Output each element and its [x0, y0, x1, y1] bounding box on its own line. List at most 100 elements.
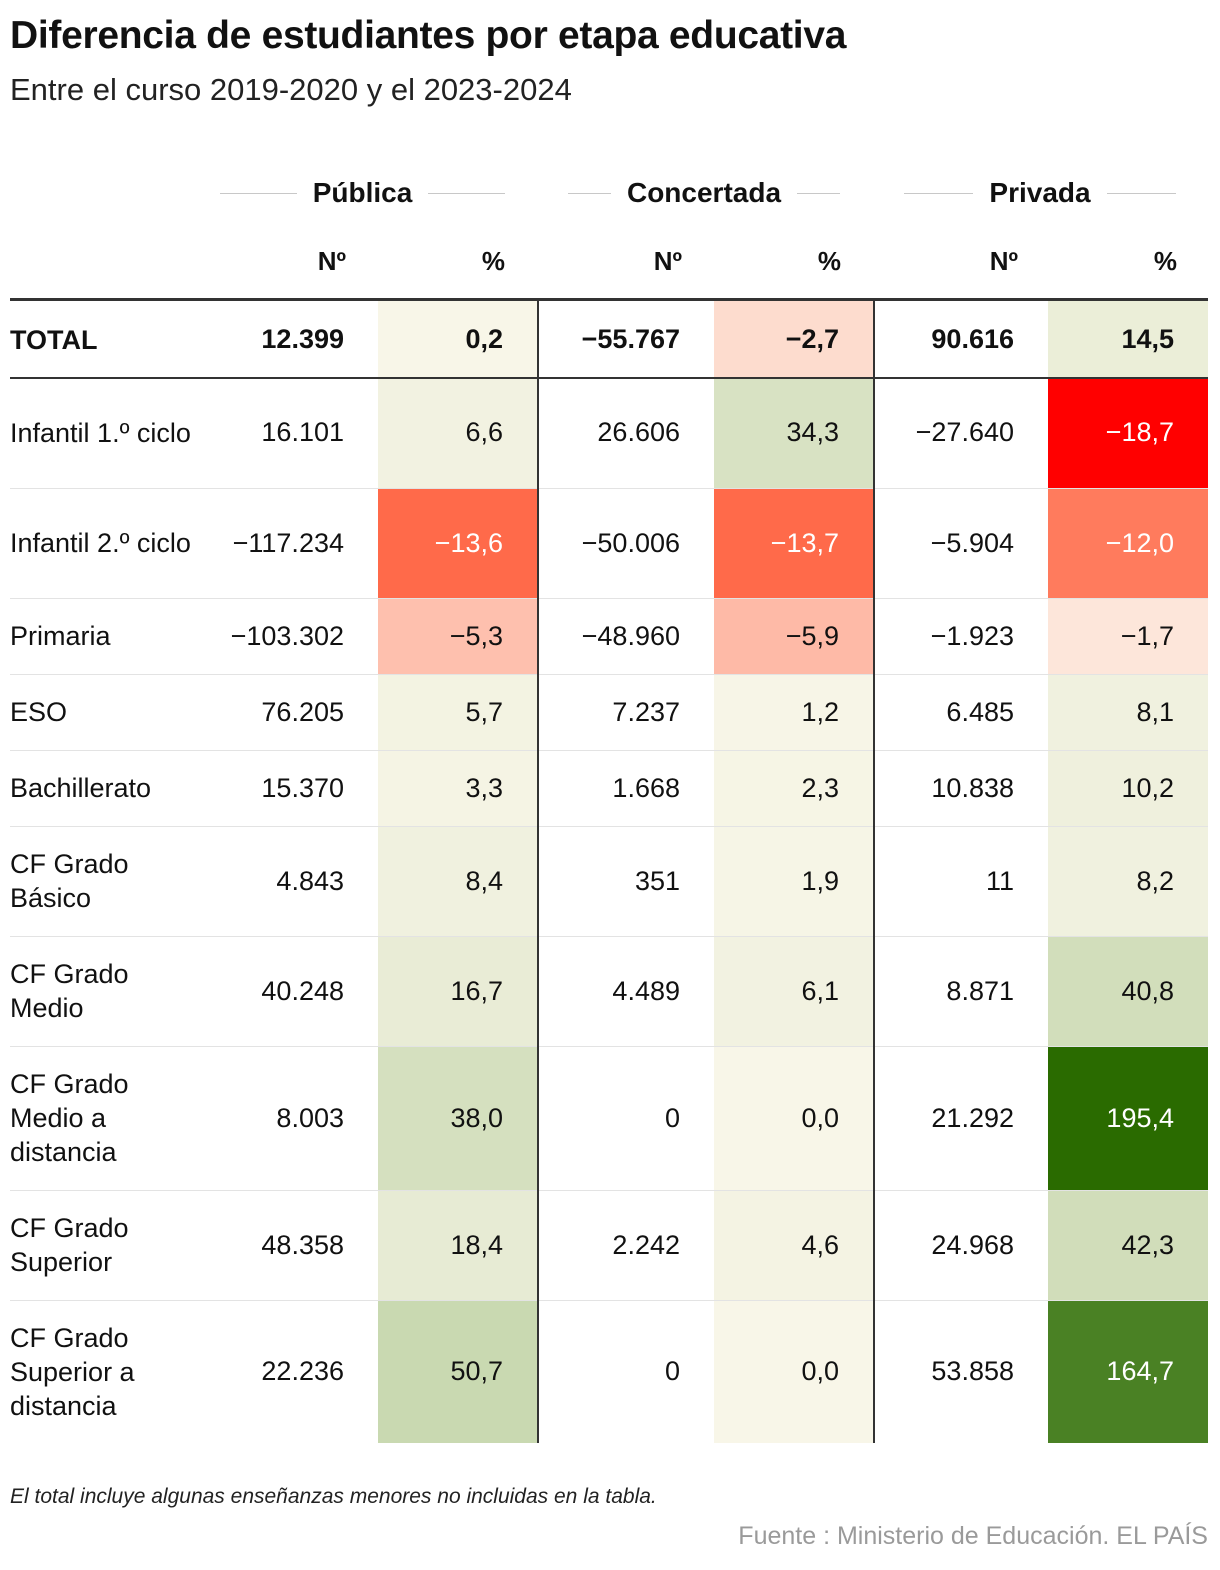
- cell-concertada-n: −55.767: [581, 324, 680, 354]
- col-header-concertada-pct: %: [817, 246, 841, 276]
- table-row-cf-grado-medio-a-distancia: CF Grado Medio a distancia 8.003 38,0 0 0,0 2…: [10, 1046, 1208, 1191]
- cell-publica-n: 8.003: [200, 1046, 378, 1191]
- cell-concertada-n: 1.668: [538, 750, 714, 827]
- cell-concertada-pct: 34,3: [714, 378, 875, 489]
- cell-privada-n: −27.640: [874, 378, 1048, 489]
- cell-concertada-n: −50.006: [538, 488, 714, 599]
- cell-privada-n: 24.968: [874, 1190, 1048, 1301]
- cell-publica-pct: 0,2: [378, 301, 539, 378]
- cell-publica-pct: 50,7: [378, 1300, 539, 1443]
- header-rule: [10, 298, 1208, 301]
- cell-concertada-pct: 1,2: [714, 674, 875, 751]
- cell-concertada-n: 7.237: [538, 674, 714, 751]
- source-credit: Fuente : Ministerio de Educación. EL PAÍ…: [738, 1522, 1208, 1550]
- col-header-privada-n: Nº: [989, 246, 1018, 276]
- cell-publica-n: 15.370: [200, 750, 378, 827]
- cell-publica-n: 12.399: [261, 324, 344, 354]
- cell-publica-pct: −13,6: [378, 488, 539, 599]
- cell-concertada-n: 351: [538, 826, 714, 937]
- table-row-cf-grado-medio: CF Grado Medio 40.248 16,7 4.489 6,1 8.871 40,…: [10, 936, 1208, 1047]
- cell-concertada-pct: 2,3: [714, 750, 875, 827]
- cell-concertada-n: 2.242: [538, 1190, 714, 1301]
- group-rule-right: [797, 192, 841, 194]
- cell-publica-n: 40.248: [200, 936, 378, 1047]
- group-header-concertada: Concertada: [568, 172, 841, 214]
- cell-privada-n: 8.871: [874, 936, 1048, 1047]
- table-row-bachillerato: Bachillerato 15.370 3,3 1.668 2,3 10.838 10,2: [10, 750, 1208, 827]
- cell-concertada-n: −48.960: [538, 598, 714, 675]
- cell-publica-pct: 38,0: [378, 1046, 539, 1191]
- cell-publica-n: 16.101: [200, 378, 378, 489]
- cell-privada-pct: 195,4: [1048, 1046, 1208, 1191]
- cell-publica-n: 48.358: [200, 1190, 378, 1301]
- col-header-privada-pct: %: [1153, 246, 1177, 276]
- row-label: CF Grado Básico: [10, 826, 200, 937]
- group-label-concertada: Concertada: [626, 177, 782, 208]
- group-label-publica: Pública: [312, 177, 413, 208]
- cell-concertada-pct: −2,7: [714, 301, 875, 378]
- cell-publica-pct: 8,4: [378, 826, 539, 937]
- cell-privada-n: 6.485: [874, 674, 1048, 751]
- footnote: El total incluye algunas enseñanzas meno…: [10, 1485, 657, 1508]
- cell-publica-pct: 6,6: [378, 378, 539, 489]
- cell-privada-n: −5.904: [874, 488, 1048, 599]
- cell-privada-pct: −18,7: [1048, 378, 1208, 489]
- cell-publica-pct: 16,7: [378, 936, 539, 1047]
- col-header-publica-pct: %: [481, 246, 505, 276]
- cell-privada-n: 53.858: [931, 1356, 1014, 1387]
- cell-publica-pct: 5,7: [378, 674, 539, 751]
- cell-concertada-n: 0: [664, 1356, 680, 1387]
- group-rule-left: [904, 192, 974, 194]
- table-row-cf-grado-superior-a-distancia: CF Grado Superior a distancia 22.236 50,7 0…: [10, 1300, 1208, 1443]
- cell-publica-n: 4.843: [200, 826, 378, 937]
- row-label: TOTAL: [10, 324, 98, 355]
- chart-subtitle: Entre el curso 2019-2020 y el 2023-2024: [10, 72, 572, 107]
- cell-privada-pct: −12,0: [1048, 488, 1208, 599]
- cell-privada-pct: 14,5: [1048, 301, 1208, 378]
- group-rule-left: [568, 192, 611, 194]
- cell-privada-pct: 10,2: [1048, 750, 1208, 827]
- chart-title: Diferencia de estudiantes por etapa educ…: [10, 14, 847, 57]
- cell-privada-n: 21.292: [874, 1046, 1048, 1191]
- col-header-concertada-n: Nº: [653, 246, 682, 276]
- cell-privada-n: −1.923: [874, 598, 1048, 675]
- group-rule-right: [428, 192, 505, 194]
- cell-privada-pct: 164,7: [1048, 1300, 1208, 1443]
- cell-privada-pct: −1,7: [1048, 598, 1208, 675]
- table-row-primaria: Primaria −103.302 −5,3 −48.960 −5,9 −1.923 −1,…: [10, 598, 1208, 675]
- group-header-publica: Pública: [220, 172, 505, 214]
- row-label: CF Grado Medio: [10, 936, 200, 1047]
- row-label: ESO: [10, 674, 200, 751]
- cell-concertada-pct: 0,0: [714, 1300, 875, 1443]
- row-label: Infantil 2.º ciclo: [10, 488, 200, 599]
- group-rule-right: [1106, 192, 1177, 194]
- table-row-infantil-2-ciclo: Infantil 2.º ciclo −117.234 −13,6 −50.006 −1…: [10, 488, 1208, 599]
- cell-concertada-pct: 4,6: [714, 1190, 875, 1301]
- cell-privada-pct: 8,2: [1048, 826, 1208, 937]
- data-table: TOTAL 12.399 0,2 −55.767 −2,7 90.616 14,5 Infan…: [10, 301, 1208, 1443]
- cell-concertada-n: 26.606: [538, 378, 714, 489]
- row-label: CF Grado Superior a distancia: [10, 1322, 135, 1421]
- cell-concertada-pct: −13,7: [714, 488, 875, 599]
- row-label: Primaria: [10, 598, 200, 675]
- cell-publica-pct: −5,3: [378, 598, 539, 675]
- row-label: Bachillerato: [10, 750, 200, 827]
- cell-privada-n: 90.616: [931, 324, 1014, 354]
- total-rule: [10, 377, 1208, 379]
- cell-privada-pct: 42,3: [1048, 1190, 1208, 1301]
- table-row-cf-grado-basico: CF Grado Básico 4.843 8,4 351 1,9 11 8,2: [10, 826, 1208, 937]
- cell-publica-n: −117.234: [200, 488, 378, 599]
- row-label: CF Grado Superior: [10, 1190, 200, 1301]
- cell-concertada-pct: 1,9: [714, 826, 875, 937]
- table-body: TOTAL 12.399 0,2 −55.767 −2,7 90.616 14,5 Infan…: [10, 301, 1208, 1443]
- group-header-privada: Privada: [904, 172, 1177, 214]
- cell-concertada-n: 0: [538, 1046, 714, 1191]
- cell-concertada-n: 4.489: [538, 936, 714, 1047]
- group-label-privada: Privada: [989, 177, 1091, 208]
- cell-privada-n: 11: [874, 826, 1048, 937]
- row-label: Infantil 1.º ciclo: [10, 378, 200, 489]
- cell-privada-pct: 8,1: [1048, 674, 1208, 751]
- cell-publica-pct: 18,4: [378, 1190, 539, 1301]
- table-row-eso: ESO 76.205 5,7 7.237 1,2 6.485 8,1: [10, 674, 1208, 751]
- cell-concertada-pct: 6,1: [714, 936, 875, 1047]
